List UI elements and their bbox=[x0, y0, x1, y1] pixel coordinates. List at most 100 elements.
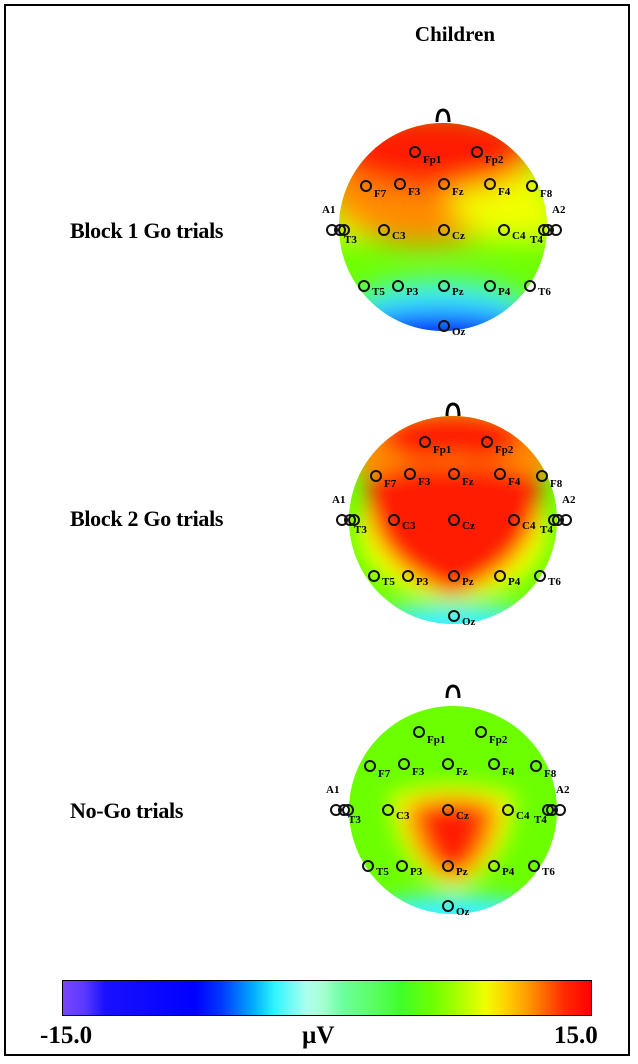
electrode-label: A2 bbox=[562, 494, 576, 506]
electrode-label: T5 bbox=[376, 866, 389, 878]
electrode-marker bbox=[481, 436, 493, 448]
electrode-marker bbox=[484, 280, 496, 292]
electrode-marker bbox=[442, 758, 454, 770]
row-label-block2: Block 2 Go trials bbox=[70, 506, 224, 531]
electrode-label: F3 bbox=[418, 476, 431, 488]
electrode-label: A1 bbox=[326, 784, 340, 796]
electrode-marker bbox=[438, 280, 450, 292]
electrode-label: T4 bbox=[530, 234, 543, 246]
electrode-marker bbox=[534, 570, 546, 582]
electrode-label: T3 bbox=[354, 524, 367, 536]
electrode-label: F8 bbox=[550, 478, 563, 490]
electrode-marker bbox=[394, 178, 406, 190]
electrode-label: C4 bbox=[516, 810, 530, 822]
electrode-marker bbox=[338, 224, 350, 236]
electrode-marker bbox=[498, 224, 510, 236]
electrode-label: T6 bbox=[548, 576, 561, 588]
electrode-label: C3 bbox=[392, 230, 406, 242]
electrode-label: F4 bbox=[508, 476, 521, 488]
electrode-label: Oz bbox=[462, 616, 476, 628]
electrode-marker bbox=[442, 804, 454, 816]
electrode-label: T5 bbox=[372, 286, 385, 298]
electrode-marker bbox=[552, 514, 564, 526]
electrode-marker bbox=[438, 178, 450, 190]
electrode-label: P3 bbox=[406, 286, 419, 298]
electrode-marker bbox=[471, 146, 483, 158]
electrode-marker bbox=[448, 570, 460, 582]
electrode-label: A2 bbox=[552, 204, 566, 216]
row-label-block1: Block 1 Go trials bbox=[70, 218, 224, 243]
electrode-label: T6 bbox=[542, 866, 555, 878]
electrode-label: P3 bbox=[410, 866, 423, 878]
electrode-marker bbox=[528, 860, 540, 872]
electrode-marker bbox=[402, 570, 414, 582]
electrode-marker bbox=[442, 900, 454, 912]
electrode-label: F3 bbox=[412, 766, 425, 778]
scalp-map-nogo bbox=[349, 684, 557, 914]
electrode-label: Fp2 bbox=[495, 444, 514, 456]
colorbar bbox=[62, 980, 592, 1016]
electrode-marker bbox=[382, 804, 394, 816]
electrode-label: Fz bbox=[462, 476, 474, 488]
electrode-marker bbox=[419, 436, 431, 448]
electrode-marker bbox=[442, 860, 454, 872]
electrode-label: T4 bbox=[540, 524, 553, 536]
electrode-label: F4 bbox=[502, 766, 515, 778]
electrode-marker bbox=[494, 570, 506, 582]
electrode-label: Fz bbox=[456, 766, 468, 778]
electrode-label: A1 bbox=[322, 204, 336, 216]
electrode-marker bbox=[388, 514, 400, 526]
electrode-label: C4 bbox=[522, 520, 536, 532]
electrode-label: Pz bbox=[452, 286, 464, 298]
electrode-marker bbox=[508, 514, 520, 526]
electrode-marker bbox=[448, 468, 460, 480]
electrode-label: T5 bbox=[382, 576, 395, 588]
electrode-label: C3 bbox=[396, 810, 410, 822]
electrode-label: P3 bbox=[416, 576, 429, 588]
electrode-marker bbox=[438, 224, 450, 236]
electrode-marker bbox=[358, 280, 370, 292]
electrode-marker bbox=[524, 280, 536, 292]
electrode-marker bbox=[392, 280, 404, 292]
electrode-marker bbox=[342, 804, 354, 816]
electrode-marker bbox=[396, 860, 408, 872]
electrode-label: F7 bbox=[378, 768, 391, 780]
electrode-label: Pz bbox=[456, 866, 468, 878]
electrode-label: F8 bbox=[544, 768, 557, 780]
electrode-marker bbox=[448, 514, 460, 526]
electrode-label: Fz bbox=[452, 186, 464, 198]
electrode-marker bbox=[413, 726, 425, 738]
electrode-label: Pz bbox=[462, 576, 474, 588]
electrode-marker bbox=[484, 178, 496, 190]
electrode-marker bbox=[448, 610, 460, 622]
electrode-label: C4 bbox=[512, 230, 526, 242]
electrode-marker bbox=[530, 760, 542, 772]
electrode-marker bbox=[542, 224, 554, 236]
electrode-label: Fp1 bbox=[433, 444, 452, 456]
electrode-label: Fp2 bbox=[489, 734, 508, 746]
electrode-label: A2 bbox=[556, 784, 570, 796]
nose-icon bbox=[435, 108, 451, 123]
electrode-label: Fp2 bbox=[485, 154, 504, 166]
electrode-marker bbox=[360, 180, 372, 192]
electrode-label: Fp1 bbox=[423, 154, 442, 166]
electrode-marker bbox=[502, 804, 514, 816]
electrode-marker bbox=[526, 180, 538, 192]
electrode-marker bbox=[475, 726, 487, 738]
electrode-marker bbox=[398, 758, 410, 770]
electrode-label: F7 bbox=[384, 478, 397, 490]
scalp-map-block1 bbox=[339, 108, 547, 331]
electrode-marker bbox=[368, 570, 380, 582]
electrode-marker bbox=[546, 804, 558, 816]
electrode-label: Cz bbox=[452, 230, 465, 242]
electrode-label: A1 bbox=[332, 494, 346, 506]
electrode-marker bbox=[488, 758, 500, 770]
electrode-label: F7 bbox=[374, 188, 387, 200]
electrode-label: P4 bbox=[508, 576, 521, 588]
electrode-label: F3 bbox=[408, 186, 421, 198]
electrode-marker bbox=[488, 860, 500, 872]
electrode-label: Fp1 bbox=[427, 734, 446, 746]
electrode-marker bbox=[362, 860, 374, 872]
nose-icon bbox=[445, 684, 461, 699]
electrode-label: F4 bbox=[498, 186, 511, 198]
